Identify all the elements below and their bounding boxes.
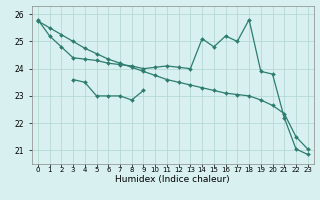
X-axis label: Humidex (Indice chaleur): Humidex (Indice chaleur) bbox=[116, 175, 230, 184]
